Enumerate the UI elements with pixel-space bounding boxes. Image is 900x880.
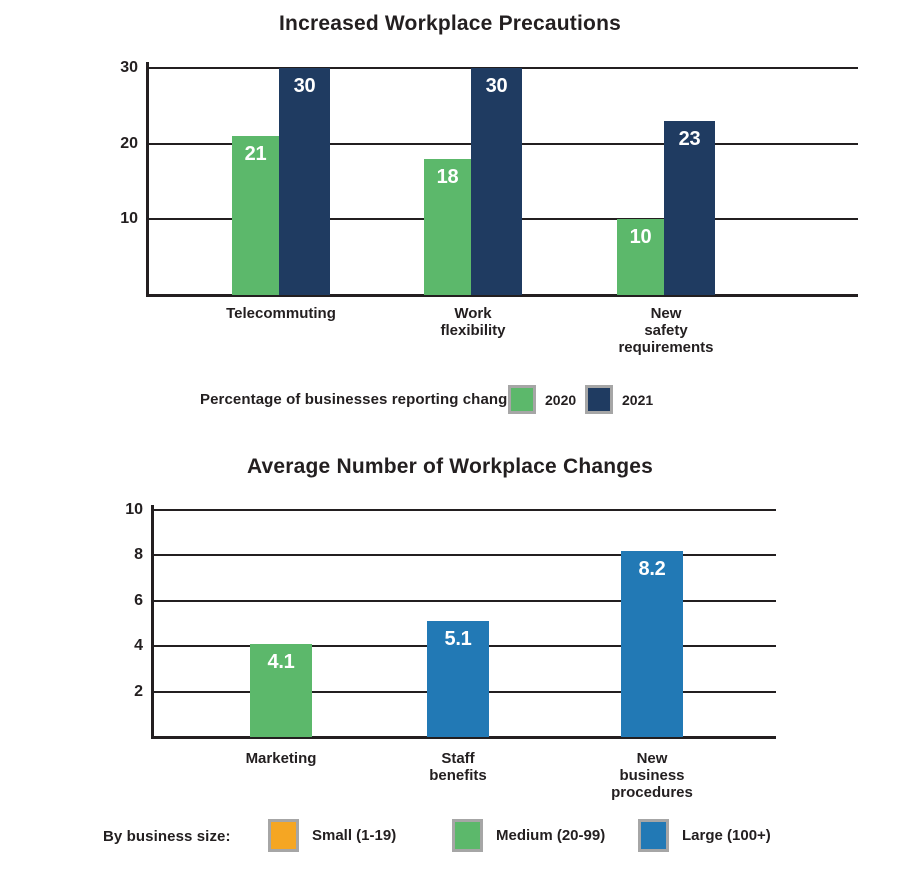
bar [232,136,279,295]
legend-label-2020: 2020 [545,392,577,408]
bar-value-label: 5.1 [444,628,472,650]
x-axis-category-label: Marketing [245,750,317,767]
bar-value-label: 8.2 [638,558,666,580]
gridline [153,509,776,511]
bar [427,621,489,737]
y-axis-tick-label: 4 [134,637,143,655]
bar [664,121,715,295]
bar [250,644,312,737]
bar-value-label: 18 [436,166,459,188]
bar [279,68,330,295]
bar-value-label: 30 [293,75,316,97]
y-axis-line [151,505,154,737]
gridline [153,599,776,602]
x-axis-category-label: Staff benefits [429,750,487,784]
x-axis-category-label: New business procedures [611,750,693,801]
x-axis-line [151,736,776,739]
legend-swatch-2020 [508,385,536,414]
chart2-title: Average Number of Workplace Changes [246,455,654,478]
x-axis-category-label: Work flexibility [440,305,506,339]
legend-swatch-small [268,819,299,852]
legend-label-2021: 2021 [622,392,654,408]
legend-swatch-medium [452,819,483,852]
chart2-legend-title: By business size: [103,828,231,845]
legend-label-small: Small (1-19) [312,827,397,844]
y-axis-tick-label: 30 [120,59,138,76]
bar-value-label: 23 [678,128,701,150]
x-axis-category-label: Telecommuting [226,305,336,322]
legend-label-medium: Medium (20-99) [496,827,606,844]
bar [424,159,471,295]
x-axis-line [146,294,858,297]
y-axis-tick-label: 2 [134,682,143,700]
bar-value-label: 4.1 [267,651,295,673]
gridline [153,554,776,557]
legend-label-large: Large (100+) [682,827,771,844]
y-axis-tick-label: 20 [120,134,138,152]
y-axis-tick-label: 10 [125,501,143,518]
chart-increased-precautions: Increased Workplace Precautions 10 20 30 21… [120,12,858,414]
y-axis-line [146,62,149,295]
bar [471,68,522,295]
legend-swatch-2021 [585,385,613,414]
bar-value-label: 10 [629,226,652,248]
y-axis-tick-label: 6 [134,591,143,609]
x-axis-category-label: New safety requirements [618,305,714,356]
chart1-title: Increased Workplace Precautions [279,12,621,35]
bar-value-label: 21 [244,143,267,165]
chart-average-changes: Average Number of Workplace Changes [0,440,900,880]
bar-value-label: 30 [485,75,508,97]
bar [621,551,683,737]
y-axis-tick-label: 10 [120,210,138,228]
chart1-caption: Percentage of businesses reporting chang… [200,391,516,408]
legend-swatch-large [638,819,669,852]
bar [617,219,664,295]
y-axis-tick-label: 8 [134,546,143,564]
